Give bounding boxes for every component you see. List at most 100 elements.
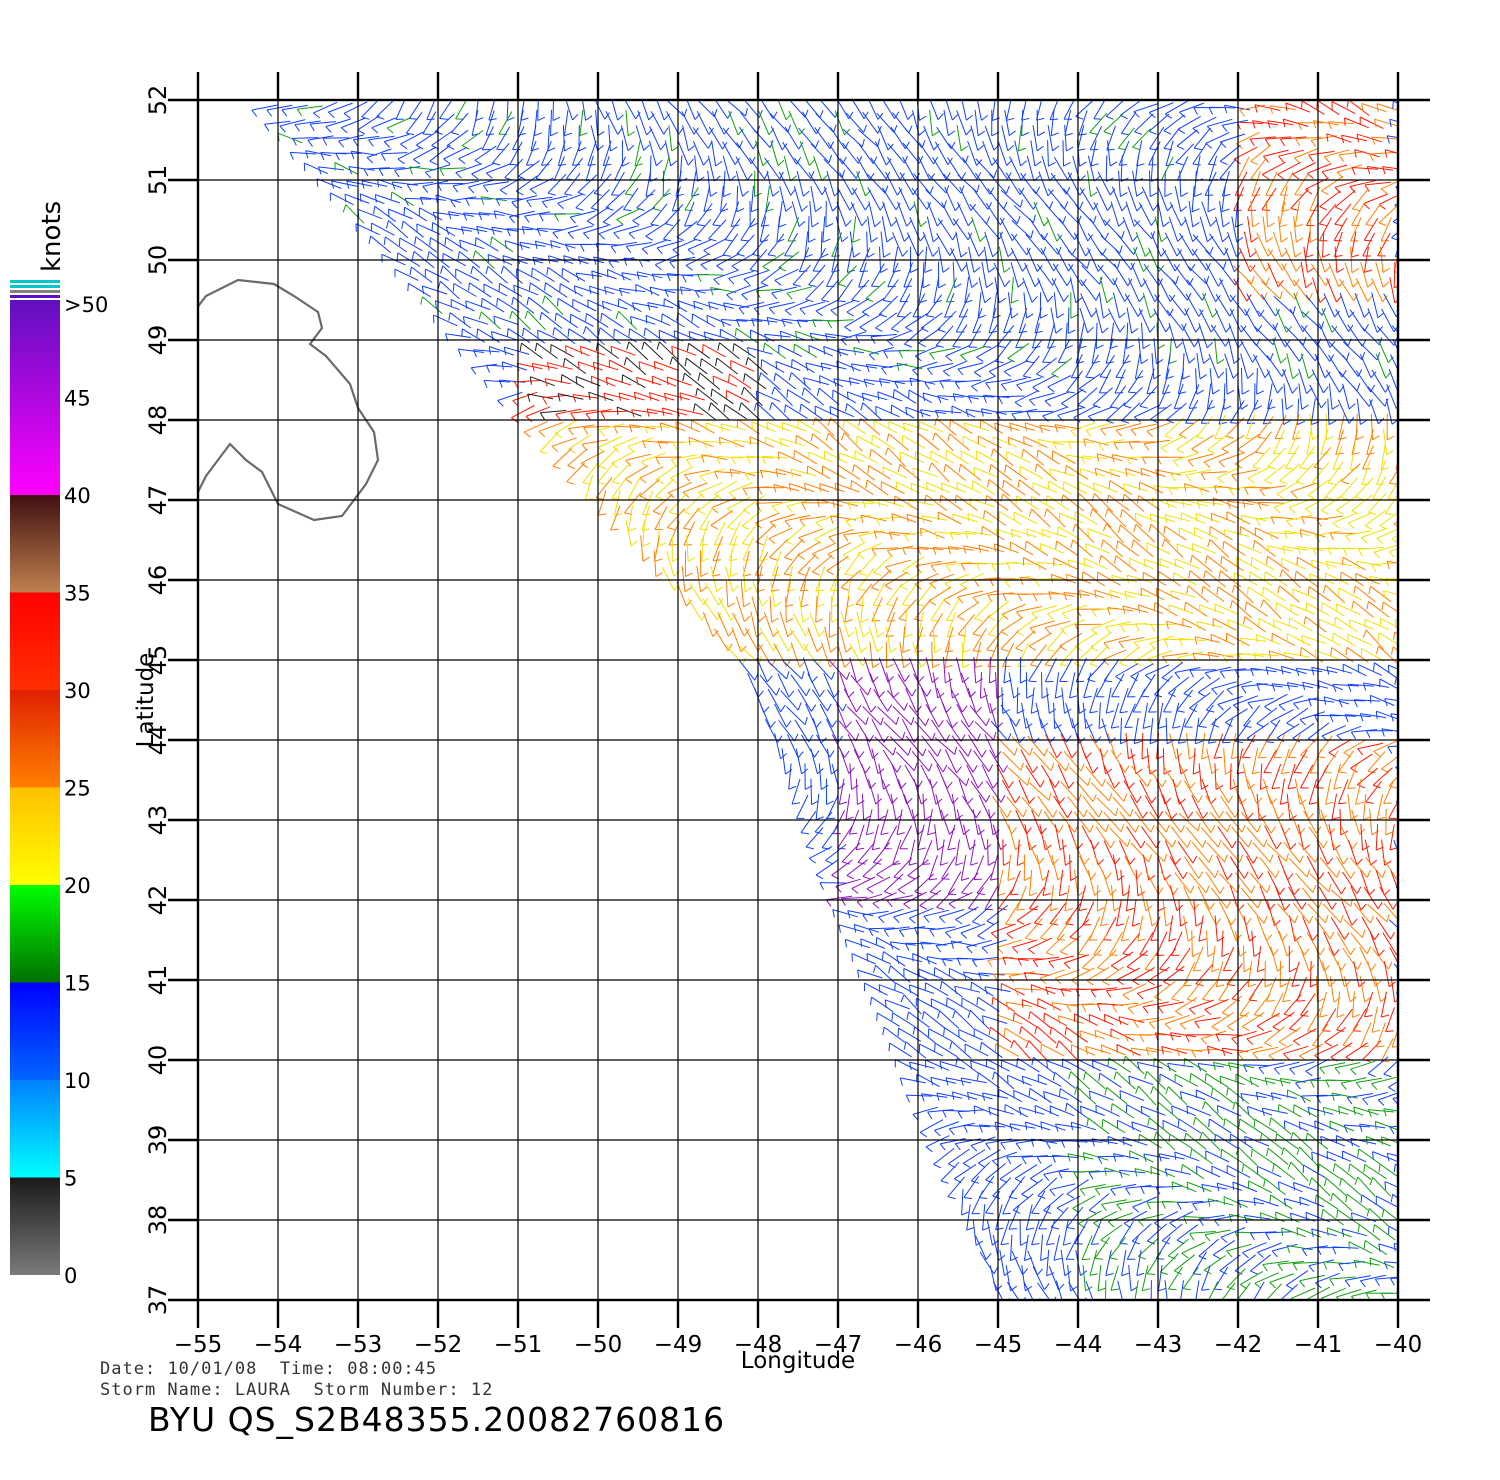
- wind-barb-feather: [265, 124, 269, 131]
- wind-barb-feather: [1339, 155, 1343, 162]
- wind-barb-feather: [1387, 136, 1389, 144]
- wind-barb: [1453, 103, 1477, 112]
- wind-barb: [406, 112, 422, 133]
- wind-barb: [697, 111, 709, 134]
- wind-barb: [1238, 157, 1250, 180]
- wind-barb-feather: [451, 133, 459, 135]
- wind-barb: [878, 126, 888, 150]
- wind-barb: [712, 111, 724, 134]
- wind-barb: [1477, 147, 1500, 159]
- wind-barb-feather: [981, 115, 987, 120]
- wind-barb-feather: [1413, 166, 1415, 174]
- wind-barb-feather: [1324, 157, 1329, 163]
- wind-barb-feather: [1293, 174, 1299, 179]
- wind-barb-feather: [1286, 103, 1287, 111]
- wind-barb-feather: [679, 128, 684, 135]
- wind-barb-feather: [1194, 148, 1202, 150]
- wind-barb: [1118, 128, 1134, 148]
- colorbar-label: 25: [64, 777, 91, 801]
- wind-barb: [1467, 129, 1486, 147]
- wind-barb-feather: [489, 119, 497, 121]
- wind-barb: [759, 111, 769, 135]
- wind-barb: [551, 110, 552, 136]
- wind-barb: [1398, 166, 1423, 172]
- wind-barb-feather: [919, 130, 925, 135]
- wind-barb: [1237, 122, 1263, 123]
- wind-barb-feather: [483, 185, 488, 192]
- wind-barb: [1209, 156, 1216, 181]
- wind-barb-feather: [542, 165, 550, 166]
- wind-barb: [1349, 100, 1370, 116]
- wind-barb: [1390, 119, 1415, 126]
- wind-barb-feather: [1433, 134, 1434, 142]
- wind-barb-feather: [1008, 145, 1014, 150]
- wind-barb-feather: [1327, 134, 1328, 142]
- wind-barb-feather: [308, 140, 313, 147]
- wind-barb-feather: [1090, 133, 1098, 135]
- wind-barb-feather: [1166, 164, 1174, 166]
- wind-barb-feather: [1225, 105, 1227, 113]
- wind-barb: [1324, 150, 1349, 157]
- wind-barb-feather: [1481, 118, 1482, 126]
- wind-barb: [313, 102, 337, 113]
- wind-barb-feather: [1220, 161, 1227, 164]
- wind-barb: [983, 141, 992, 165]
- wind-barb: [1286, 103, 1310, 112]
- wind-barb-feather: [1372, 137, 1375, 144]
- wind-barb: [858, 129, 878, 146]
- wind-barb: [935, 142, 948, 165]
- wind-barb: [1495, 132, 1500, 144]
- wind-barb-feather: [564, 147, 571, 151]
- wind-barb-feather: [1401, 149, 1402, 157]
- wind-barb: [1037, 110, 1038, 136]
- wind-barb: [1206, 133, 1230, 144]
- wind-barb-feather: [1313, 121, 1315, 129]
- wind-barb: [290, 152, 316, 154]
- wind-barb-feather: [1134, 132, 1142, 135]
- wind-barb: [976, 159, 994, 178]
- wind-barb-feather: [336, 153, 340, 160]
- wind-barb: [381, 153, 407, 154]
- wind-barb-feather: [664, 128, 668, 135]
- wind-barb: [1236, 132, 1259, 143]
- wind-barb: [937, 127, 951, 149]
- wind-barb-feather: [1079, 134, 1087, 135]
- wind-barb: [1339, 152, 1365, 155]
- wind-barb-feather: [267, 110, 272, 116]
- wind-barb: [739, 127, 753, 149]
- wind-barb-feather: [618, 115, 624, 120]
- wind-barb-feather: [1091, 164, 1099, 166]
- wind-barb: [683, 125, 689, 150]
- colorbar-label: 35: [64, 582, 91, 606]
- wind-barb-feather: [1431, 150, 1433, 158]
- colorbar-cap-3: [10, 290, 60, 293]
- wind-barb-feather: [1490, 162, 1491, 170]
- wind-barb-feather: [369, 140, 374, 147]
- wind-barb-feather: [1094, 119, 1102, 120]
- wind-barb-feather: [1459, 166, 1461, 174]
- wind-barb-feather: [1311, 140, 1316, 146]
- wind-barb-feather: [864, 125, 867, 133]
- wind-barb-feather: [908, 114, 913, 120]
- wind-barb-feather: [280, 126, 285, 132]
- wind-barb-feather: [364, 169, 368, 176]
- wind-barb: [968, 141, 977, 165]
- wind-barb: [526, 141, 536, 165]
- wind-barb-feather: [1104, 132, 1112, 135]
- wind-barb: [811, 144, 829, 163]
- colorbar-label: 20: [64, 874, 91, 898]
- colorbar-band-30: [10, 593, 60, 691]
- wind-barb: [1444, 163, 1468, 174]
- wind-barb-feather: [1268, 121, 1271, 129]
- wind-barb-feather: [716, 161, 723, 166]
- wind-barb-feather: [1375, 119, 1377, 127]
- wind-barb-feather: [469, 187, 474, 193]
- wind-barb-feather: [1357, 134, 1358, 142]
- wind-barb-feather: [440, 169, 444, 176]
- wind-barb: [1135, 156, 1138, 182]
- wind-barb: [475, 146, 496, 161]
- wind-barb-feather: [1497, 115, 1499, 123]
- wind-barb: [1393, 101, 1415, 115]
- wind-barb: [924, 126, 934, 150]
- wind-barb: [1090, 113, 1107, 132]
